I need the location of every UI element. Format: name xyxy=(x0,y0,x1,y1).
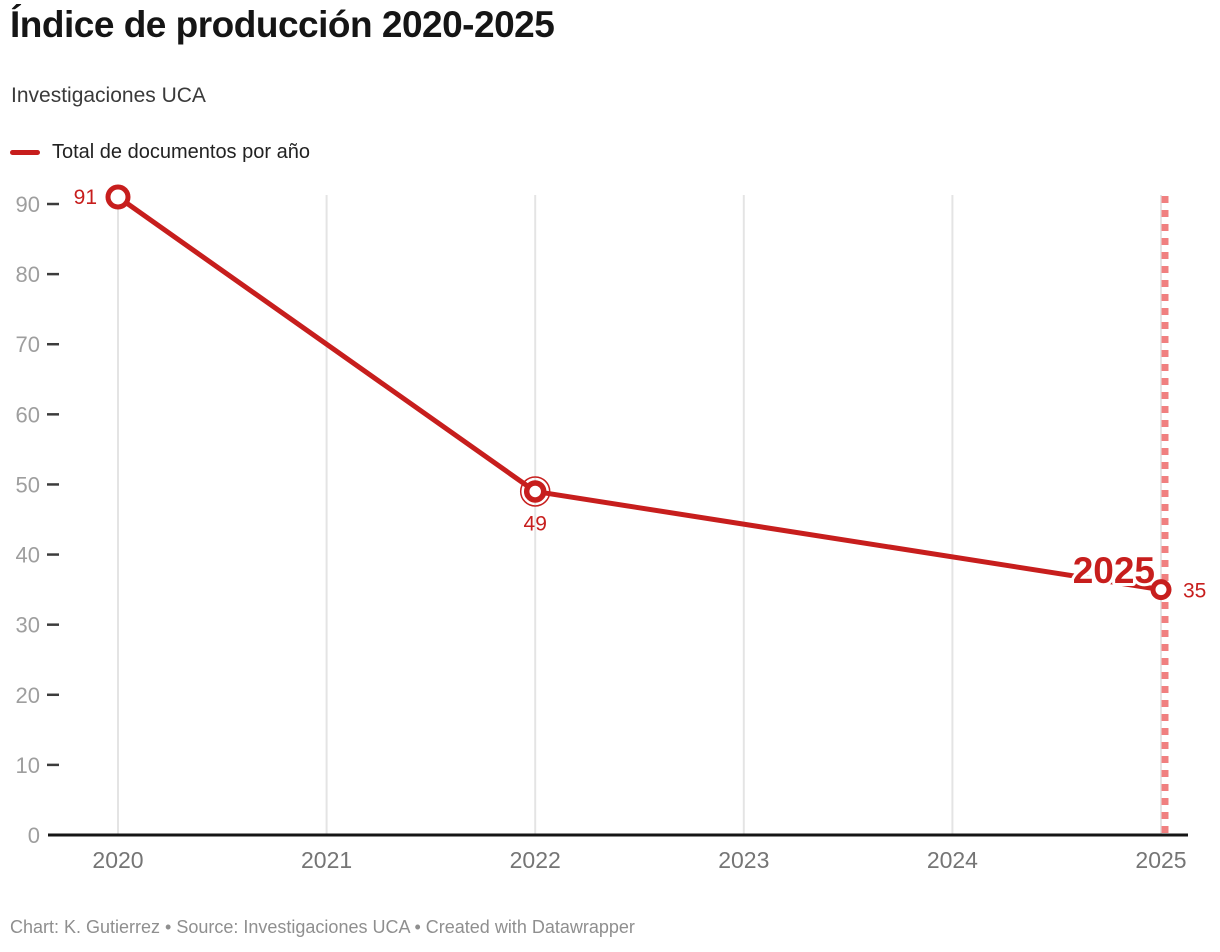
y-tick-label-90: 90 xyxy=(16,192,40,217)
y-tick-label-70: 70 xyxy=(16,332,40,357)
data-point-2022[interactable] xyxy=(523,480,547,503)
data-point-label-2025: 35 xyxy=(1183,580,1206,603)
y-tick-label-40: 40 xyxy=(16,543,40,568)
legend: Total de documentos por año xyxy=(10,141,310,164)
y-tick-label-60: 60 xyxy=(16,402,40,427)
annotation-label: 2025 xyxy=(1073,550,1155,591)
data-point-label-2022: 49 xyxy=(524,512,547,535)
series-line xyxy=(115,194,1164,593)
data-point-label-2020: 91 xyxy=(74,186,97,209)
x-tick-label-2024: 2024 xyxy=(927,847,978,873)
x-tick-label-2023: 2023 xyxy=(718,847,769,873)
y-tick-label-50: 50 xyxy=(16,472,40,497)
y-tick-label-20: 20 xyxy=(16,683,40,708)
data-point-2025[interactable] xyxy=(1150,579,1172,601)
x-tick-label-2025: 2025 xyxy=(1135,847,1186,873)
legend-label: Total de documentos por año xyxy=(52,141,310,163)
chart-footer: Chart: K. Gutierrez • Source: Investigac… xyxy=(10,917,635,937)
y-tick-label-80: 80 xyxy=(16,262,40,287)
chart-title: Índice de producción 2020-2025 xyxy=(10,4,555,45)
chart-subtitle: Investigaciones UCA xyxy=(11,84,206,107)
y-tick-label-0: 0 xyxy=(28,823,40,848)
x-tick-label-2020: 2020 xyxy=(92,847,143,873)
x-tick-label-2021: 2021 xyxy=(301,847,352,873)
y-tick-label-10: 10 xyxy=(16,753,40,778)
data-point-halo-2022 xyxy=(519,476,551,507)
y-tick-label-30: 30 xyxy=(16,613,40,638)
x-tick-label-2022: 2022 xyxy=(510,847,561,873)
legend-line-swatch xyxy=(10,150,40,155)
data-point-2020[interactable] xyxy=(105,184,131,210)
